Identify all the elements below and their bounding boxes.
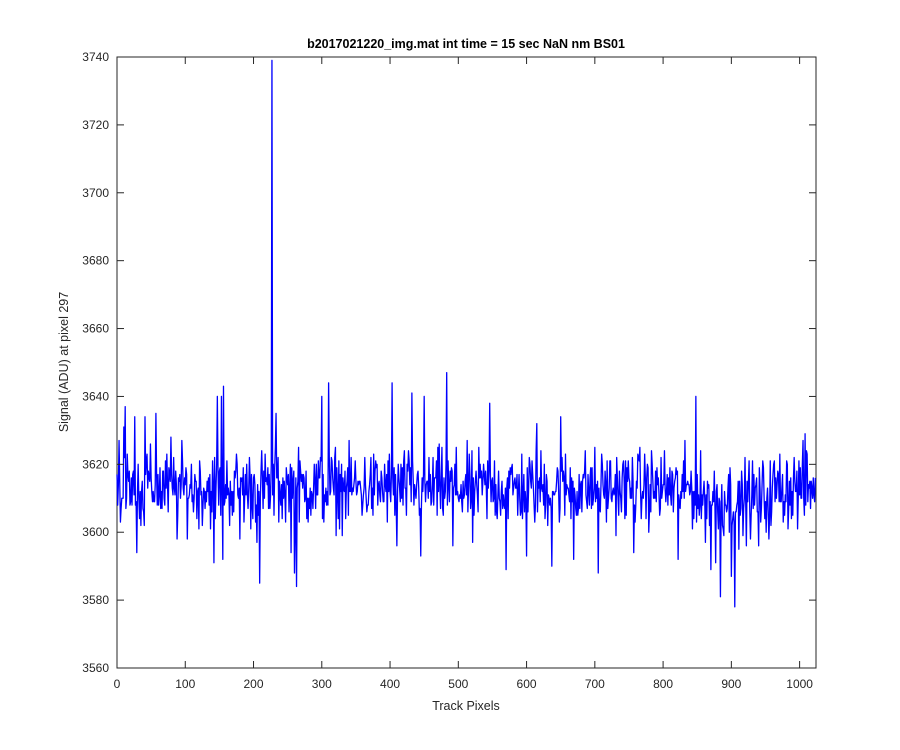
series-line [116,59,816,608]
y-tick-label: 3700 [82,186,109,200]
chart-title: b2017021220_img.mat int time = 15 sec Na… [307,37,625,51]
plot-area [116,56,817,669]
y-tick-label: 3740 [82,50,109,64]
y-tick-label: 3620 [82,457,109,471]
x-tick-label: 600 [517,677,537,691]
x-tick-label: 200 [244,677,264,691]
x-tick-label: 0 [114,677,121,691]
y-axis: 3560 3580 3600 3620 3640 3660 3680 3700 3720 3740 [82,50,816,675]
y-tick-label: 3680 [82,254,109,268]
x-tick-label: 800 [653,677,673,691]
x-tick-label: 300 [312,677,332,691]
x-axis: 0 100 200 300 400 500 600 700 800 900 1000 [114,57,813,691]
y-tick-label: 3600 [82,525,109,539]
y-tick-label: 3720 [82,118,109,132]
x-tick-label: 100 [175,677,195,691]
y-tick-label: 3560 [82,661,109,675]
x-axis-label: Track Pixels [432,699,500,713]
axes-box [116,56,817,669]
x-tick-label: 1000 [786,677,813,691]
x-tick-label: 900 [721,677,741,691]
x-tick-label: 400 [380,677,400,691]
y-axis-label: Signal (ADU) at pixel 297 [57,292,71,432]
y-tick-label: 3660 [82,322,109,336]
x-tick-label: 700 [585,677,605,691]
x-tick-label: 500 [448,677,468,691]
y-tick-label: 3640 [82,389,109,403]
y-tick-label: 3580 [82,593,109,607]
